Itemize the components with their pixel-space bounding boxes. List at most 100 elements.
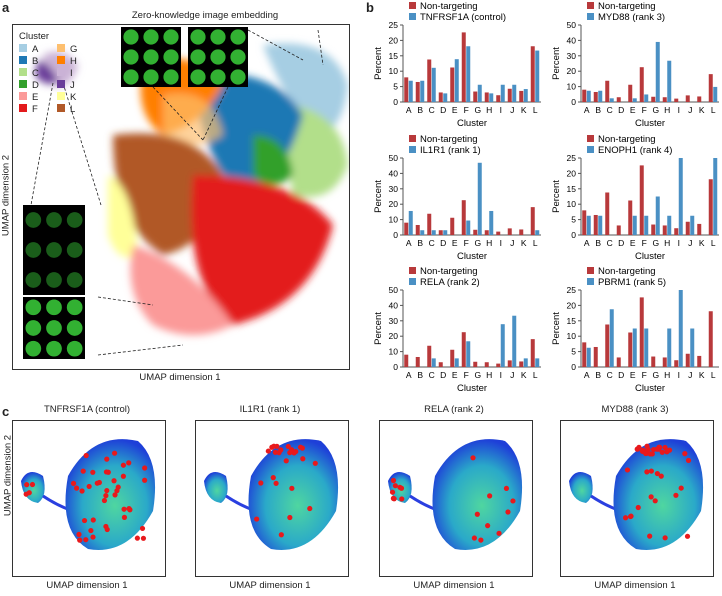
bar: [450, 349, 455, 367]
perturbed-cell-dot: [76, 531, 82, 537]
perturbed-cell-dot: [285, 443, 291, 450]
bar: [473, 91, 478, 102]
bar: [431, 67, 436, 102]
legend-item-K: K: [57, 92, 95, 103]
legend-swatch: [587, 13, 594, 20]
cluster-region-F: [191, 175, 333, 325]
bar: [530, 207, 535, 235]
legend-label: Non-targeting: [598, 134, 656, 145]
y-tick-label: 0: [393, 230, 398, 240]
cell-image: [143, 29, 159, 45]
y-tick-label: 40: [567, 35, 577, 45]
legend-swatch: [587, 267, 594, 274]
bar: [586, 347, 591, 367]
perturbed-cell-dot: [478, 537, 484, 543]
y-axis-label: Percent: [551, 47, 562, 80]
x-tick-label: F: [464, 105, 469, 115]
x-tick-label: L: [533, 238, 538, 248]
perturbed-cell-dot: [664, 447, 670, 454]
bar: [644, 328, 649, 367]
x-tick-label: C: [429, 238, 435, 248]
perturbed-cell-dot: [104, 487, 110, 494]
cell-image: [46, 242, 62, 258]
cell-image: [25, 242, 42, 258]
y-tick-label: 50: [389, 153, 399, 163]
inset-leader-lines: [30, 29, 324, 356]
bar: [404, 222, 409, 235]
perturbed-cell-dot: [90, 517, 96, 523]
perturbed-cell-dot: [278, 532, 284, 538]
x-tick-label: E: [630, 105, 636, 115]
perturbed-cell-dot: [111, 450, 118, 456]
legend-swatch: [19, 44, 27, 52]
legend-item-D: D: [19, 80, 57, 91]
bar: [466, 341, 471, 367]
legend-swatch: [19, 92, 27, 100]
perturbed-cell-dot: [652, 498, 658, 504]
bar: [582, 342, 587, 367]
x-tick-label: K: [699, 238, 705, 248]
x-tick-label: E: [630, 238, 636, 248]
x-tick-label: J: [510, 370, 514, 380]
y-tick-label: 20: [567, 300, 577, 310]
bar: [484, 92, 489, 102]
legend-swatch: [409, 278, 416, 285]
x-tick-label: D: [618, 105, 624, 115]
bar: [713, 158, 718, 235]
bar: [466, 46, 471, 102]
perturbed-cell-dot: [289, 485, 295, 491]
perturbed-cell-dot: [121, 514, 128, 520]
cell-image: [190, 49, 206, 65]
cell-image: [210, 49, 226, 65]
legend-swatch: [409, 267, 416, 274]
bar: [632, 98, 637, 102]
x-axis-label: Cluster: [635, 383, 665, 394]
bar: [685, 353, 690, 367]
cell-image: [230, 29, 246, 45]
x-tick-label: C: [607, 105, 613, 115]
cell-image: [25, 320, 42, 336]
perturbed-cell-dot: [654, 446, 660, 452]
bar: [697, 96, 702, 102]
legend-item-C: C: [19, 68, 57, 79]
x-tick-label: J: [510, 105, 514, 115]
bar: [535, 230, 540, 235]
bar: [685, 221, 690, 235]
cell-image: [66, 340, 83, 357]
x-tick-label: G: [474, 370, 481, 380]
density-plot-3: [560, 420, 714, 577]
panel-a-title: Zero-knowledge image embedding: [131, 10, 279, 21]
density-main: [613, 439, 704, 550]
bar: [404, 354, 409, 367]
legend-swatch: [409, 135, 416, 142]
x-tick-label: B: [417, 370, 423, 380]
bar: [461, 32, 466, 102]
cell-image: [143, 69, 159, 85]
legend-label: IL1R1 (rank 1): [420, 145, 481, 156]
bar: [651, 356, 656, 367]
bar: [523, 89, 528, 102]
density-island: [21, 472, 45, 503]
cell-image: [190, 29, 206, 45]
bar: [598, 90, 603, 102]
bar: [639, 67, 644, 102]
perturbed-cell-dot: [126, 460, 132, 466]
x-tick-label: A: [406, 105, 412, 115]
bar: [496, 95, 501, 102]
x-tick-label: A: [584, 105, 590, 115]
bar: [507, 228, 512, 235]
perturbed-cell-dot: [114, 488, 120, 494]
perturbed-cell-dot: [139, 525, 146, 532]
perturbed-cell-dot: [654, 470, 660, 477]
bar: [512, 315, 517, 367]
perturbed-cell-dot: [474, 511, 480, 517]
legend-item-I: I: [57, 68, 95, 79]
legend-label: Non-targeting: [420, 1, 478, 12]
y-tick-label: 25: [567, 285, 577, 295]
perturbed-cell-dot: [120, 473, 126, 479]
x-tick-label: B: [595, 105, 601, 115]
bar: [450, 217, 455, 235]
